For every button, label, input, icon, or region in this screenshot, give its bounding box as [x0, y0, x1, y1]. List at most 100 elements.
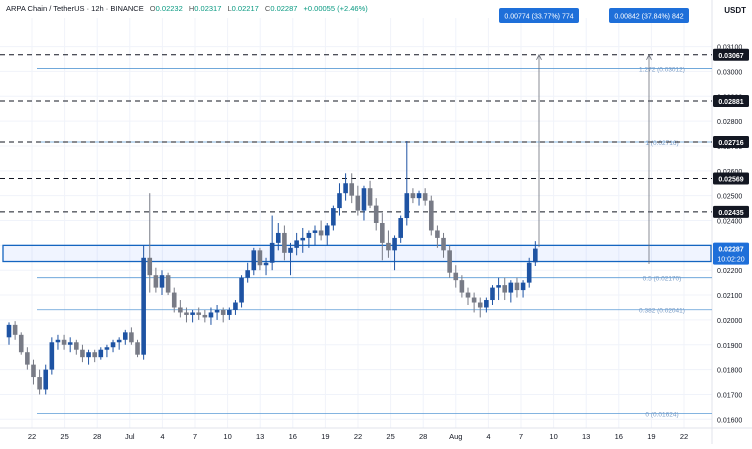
candle-body: [367, 188, 373, 206]
candle-body: [526, 262, 532, 283]
x-tick-label: 7: [193, 432, 197, 441]
y-tick-label: 0.02500: [717, 194, 742, 201]
price-level-tag-label: 0.03067: [718, 53, 743, 60]
candle-body: [331, 208, 336, 226]
y-tick-label: 0.03000: [717, 69, 742, 76]
fib-level-label: 0.5 (0.02170): [643, 276, 682, 283]
open-value: 0.02232: [155, 4, 183, 13]
candle-body: [233, 302, 238, 310]
fib-level-label: 1 (0.02716): [645, 140, 678, 147]
y-tick-label: 0.02600: [717, 169, 742, 176]
price-level-tag: [713, 205, 749, 218]
price-level-tag-label: 0.02716: [718, 140, 743, 147]
fib-level-label: 1.272 (0.03012): [639, 66, 685, 73]
fib-level-label: 0 (0.01624): [645, 411, 678, 418]
candle-body: [55, 339, 61, 343]
candle-body: [312, 230, 318, 233]
measure-label-box: [609, 8, 689, 23]
candle-body: [104, 347, 110, 350]
price-level-tag-label: 0.02435: [718, 210, 743, 217]
candle-body: [373, 205, 379, 223]
x-tick-label: 10: [223, 432, 231, 441]
candle-body: [263, 262, 269, 266]
fib-level-label: 0.382 (0.02041): [639, 308, 685, 315]
close-label: C: [264, 4, 271, 13]
low-label: L: [227, 4, 232, 13]
candle-body: [92, 352, 97, 358]
candle-body: [269, 242, 275, 263]
close-value: 0.02287: [270, 4, 298, 13]
candle-body: [398, 218, 403, 238]
candle-body: [153, 275, 159, 288]
candle-body: [520, 282, 526, 291]
x-tick-label: 25: [386, 432, 394, 441]
candle-body: [477, 302, 483, 308]
candle-body: [239, 277, 244, 303]
candle-body: [80, 349, 85, 358]
candle-body: [447, 250, 452, 273]
candle-body: [257, 250, 263, 266]
candle-body: [165, 275, 171, 293]
candle-body: [361, 188, 367, 211]
candle-body: [43, 369, 49, 390]
candle-body: [86, 352, 91, 358]
candle-body: [355, 195, 361, 211]
y-tick-label: 0.02100: [717, 293, 742, 300]
y-tick-label: 0.01600: [717, 417, 742, 424]
candle-body: [324, 225, 330, 236]
x-tick-label: 7: [519, 432, 523, 441]
y-tick-label: 0.02000: [717, 318, 742, 325]
candle-body: [220, 309, 226, 315]
y-tick-label: 0.03100: [717, 45, 742, 52]
measure-label: 0.00842 (37.84%) 842: [614, 14, 683, 21]
open-label: O: [149, 4, 156, 13]
candle-body: [135, 342, 140, 355]
x-tick-label: 28: [419, 432, 427, 441]
high-label: H: [188, 4, 195, 13]
y-tick-label: 0.02200: [717, 268, 742, 275]
candle-body: [251, 250, 257, 271]
candle-body: [465, 292, 471, 298]
x-tick-label: Jul: [125, 432, 135, 441]
x-tick-label: 13: [582, 432, 590, 441]
candle-body: [318, 230, 324, 236]
x-tick-label: 19: [321, 432, 329, 441]
candle-body: [25, 352, 30, 365]
candle-body: [141, 257, 146, 355]
x-tick-label: 22: [28, 432, 36, 441]
candle-body: [508, 282, 514, 293]
change-value: +0.00055 (+2.46%): [303, 4, 368, 13]
candle-body: [116, 339, 122, 343]
candle-body: [490, 287, 495, 301]
candle-body: [184, 312, 189, 315]
x-tick-label: 16: [289, 432, 297, 441]
countdown-label: 10:02:20: [717, 257, 744, 264]
candle-body: [67, 342, 73, 345]
candle-body: [275, 232, 281, 243]
x-tick-label: 19: [647, 432, 655, 441]
candle-body: [306, 232, 312, 238]
candle-body: [196, 312, 202, 315]
measure-label-box: [499, 8, 579, 23]
candle-body: [159, 275, 165, 288]
price-level-tag: [713, 172, 749, 185]
candle-body: [349, 183, 355, 196]
high-value: 0.02317: [194, 4, 222, 13]
y-tick-label: 0.02400: [717, 219, 742, 226]
candle-body: [514, 282, 520, 291]
candle-body: [61, 339, 67, 345]
current-price-tag: [713, 242, 749, 265]
x-tick-label: Aug: [449, 432, 462, 441]
candle-body: [18, 334, 24, 353]
candle-body: [37, 377, 42, 390]
low-value: 0.02217: [231, 4, 259, 13]
chart-header: ARPA Chain / TetherUS · 12h · BINANCE O0…: [6, 4, 368, 13]
candle-body: [380, 223, 385, 243]
candle-body: [171, 292, 177, 308]
candle-body: [214, 309, 220, 313]
x-tick-label: 4: [486, 432, 490, 441]
price-level-tag-label: 0.02881: [718, 99, 743, 106]
candle-body: [227, 309, 232, 315]
